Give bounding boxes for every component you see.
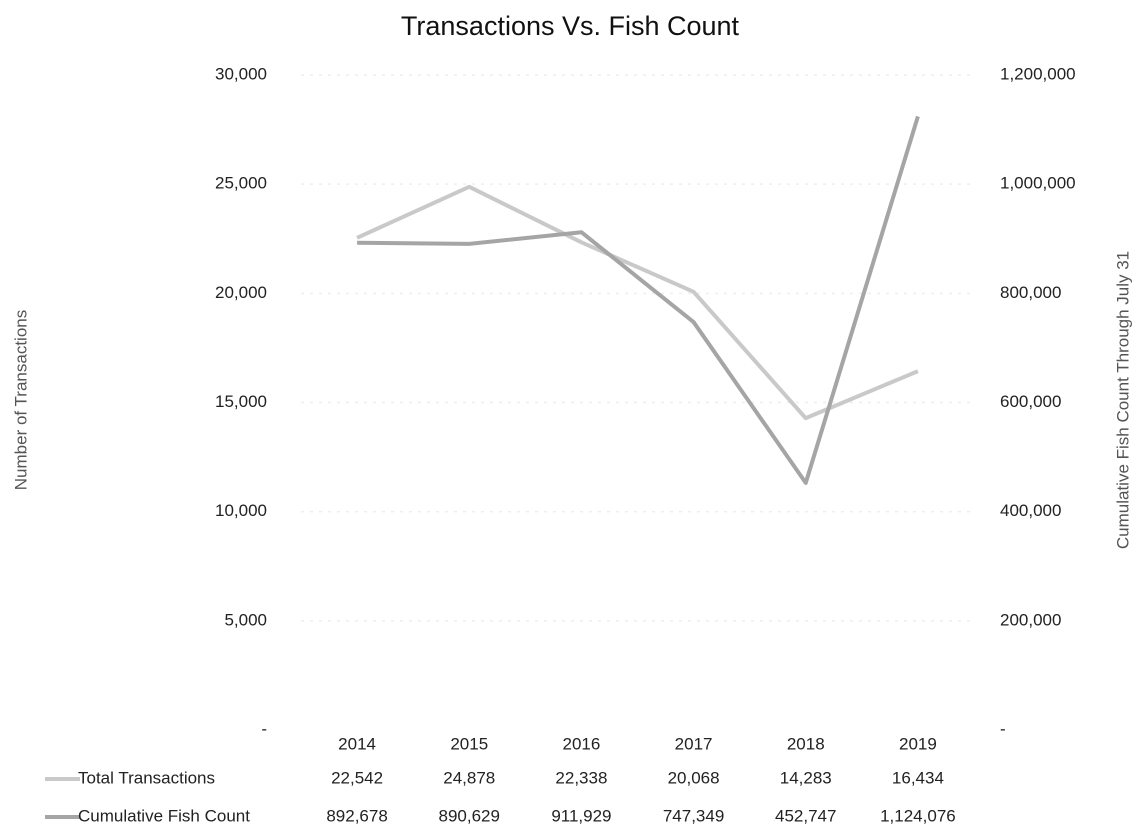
table-value: 22,542 [331, 768, 383, 787]
table-value: 22,338 [555, 768, 607, 787]
y2-tick-label: 600,000 [1000, 392, 1061, 411]
table-value: 20,068 [668, 768, 720, 787]
y2-axis-title: Cumulative Fish Count Through July 31 [1113, 251, 1132, 549]
y-tick-label: 5,000 [224, 610, 267, 629]
y2-tick-label: 200,000 [1000, 610, 1061, 629]
y2-tick-label: 1,000,000 [1000, 174, 1076, 193]
series-line [356, 184, 919, 421]
legend-label: Total Transactions [78, 768, 215, 787]
y2-tick-label: 400,000 [1000, 501, 1061, 520]
table-value: 24,878 [443, 768, 495, 787]
x-tick-label: 2016 [563, 734, 601, 753]
x-tick-label: 2018 [787, 734, 825, 753]
table-value: 747,349 [663, 806, 724, 825]
x-tick-label: 2015 [450, 734, 488, 753]
table-value: 14,283 [780, 768, 832, 787]
table-value: 892,678 [326, 806, 387, 825]
y-tick-label: 20,000 [215, 283, 267, 302]
y2-tick-label: 1,200,000 [1000, 64, 1076, 83]
y-tick-label: - [261, 719, 267, 738]
chart-title: Transactions Vs. Fish Count [401, 11, 740, 41]
y2-tick-label: - [1000, 719, 1006, 738]
table-value: 16,434 [892, 768, 944, 787]
table-value: 1,124,076 [880, 806, 956, 825]
x-tick-label: 2017 [675, 734, 713, 753]
table-value: 890,629 [439, 806, 500, 825]
table-value: 911,929 [551, 806, 611, 825]
y-tick-label: 15,000 [215, 392, 267, 411]
x-tick-label: 2014 [338, 734, 376, 753]
y-tick-label: 10,000 [215, 501, 267, 520]
y2-tick-label: 800,000 [1000, 283, 1061, 302]
y-axis-title: Number of Transactions [11, 310, 30, 490]
legend-label: Cumulative Fish Count [78, 806, 250, 825]
y-tick-label: 30,000 [215, 64, 267, 83]
x-tick-label: 2019 [899, 734, 937, 753]
table-value: 452,747 [775, 806, 836, 825]
y-tick-label: 25,000 [215, 174, 267, 193]
series-line [357, 115, 920, 485]
